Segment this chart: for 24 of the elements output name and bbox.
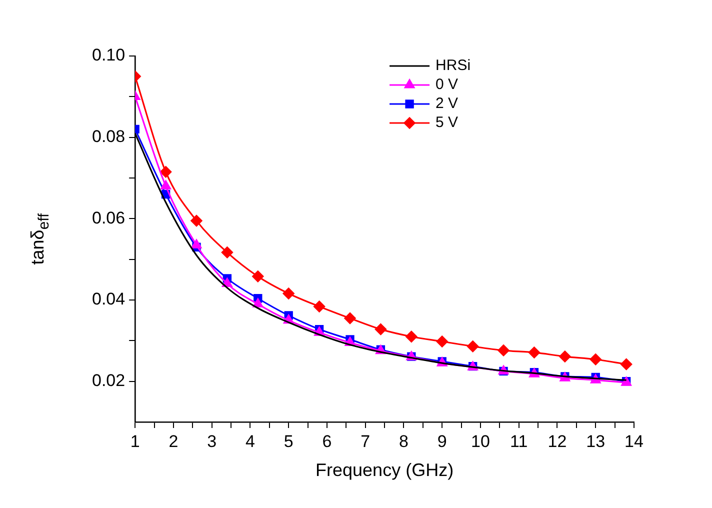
legend-label: HRSi [436,57,471,74]
y-tick-label: 0.10 [92,46,126,65]
x-tick-label: 9 [437,432,447,451]
y-tick-label: 0.08 [92,127,126,146]
legend-label: 5 V [436,114,458,132]
x-tick-label: 10 [471,432,490,451]
y-tick-label: 0.06 [92,208,126,228]
legend-label: 0 V [436,76,458,94]
x-tick-label: 5 [284,432,294,451]
x-tick-label: 3 [207,432,217,451]
x-tick-label: 13 [586,432,606,451]
x-tick-label: 2 [168,432,178,451]
x-axis-title: Frequency (GHz) [316,460,454,480]
x-tick-label: 4 [245,432,255,451]
legend-label: 2 V [436,95,458,112]
y-tick-label: 0.02 [92,371,126,390]
x-tick-label: 11 [510,432,528,451]
x-tick-label: 1 [130,432,140,451]
y-tick-label: 0.04 [92,290,126,309]
x-tick-label: 7 [360,432,370,451]
x-tick-label: 8 [399,432,408,451]
x-tick-label: 12 [548,432,567,451]
x-tick-label: 14 [624,432,644,451]
x-tick-label: 6 [322,432,332,451]
